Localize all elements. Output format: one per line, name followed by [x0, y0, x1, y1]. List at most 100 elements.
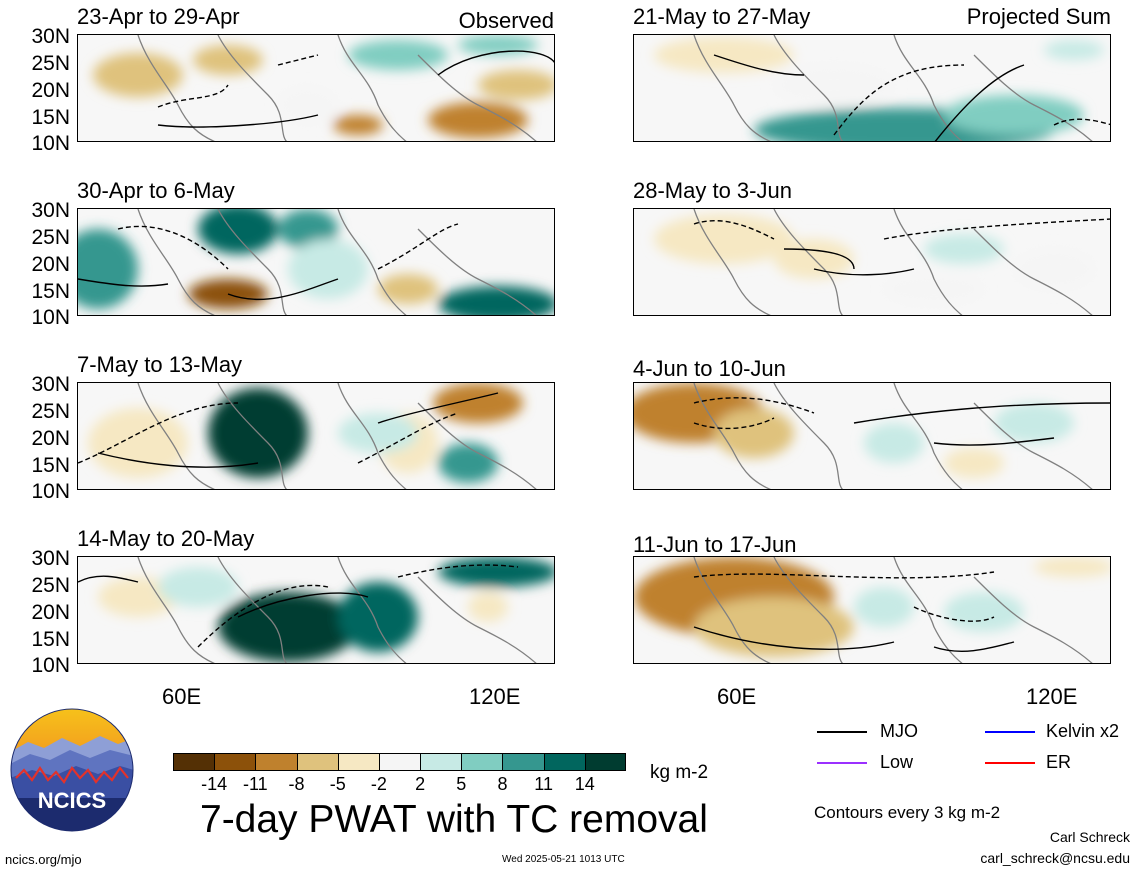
mjo-contour	[157, 84, 229, 108]
mjo-contour	[78, 278, 169, 287]
coastline	[137, 557, 216, 663]
pwat-anomaly-area	[654, 214, 794, 264]
panel-8-title: 11-Jun to 17-Jun	[633, 532, 797, 557]
pwat-anomaly-area	[944, 95, 1084, 135]
lon-label-right-120e: 120E	[1026, 684, 1078, 709]
coastline	[773, 383, 844, 489]
mjo-contour	[377, 223, 459, 270]
mjo-contour	[157, 114, 319, 128]
coastline	[893, 209, 963, 315]
lat-label: 30N	[31, 547, 70, 570]
logo-text: NCICS	[38, 788, 106, 813]
coastline	[693, 557, 772, 663]
mjo-contour	[693, 417, 775, 430]
lat-label: 20N	[31, 601, 70, 624]
lat-label: 15N	[31, 454, 70, 477]
mjo-contour	[227, 278, 339, 301]
coastline	[217, 383, 288, 489]
colorbar-swatch	[214, 753, 256, 771]
author-email: carl_schreck@ncsu.edu	[980, 850, 1130, 866]
coastline	[337, 383, 407, 489]
mjo-contour	[78, 402, 239, 464]
legend-line-low	[817, 762, 867, 764]
coastline	[893, 383, 963, 489]
coastline	[773, 35, 844, 141]
pwat-anomaly-area	[924, 234, 1004, 264]
coastline	[337, 557, 407, 663]
pwat-anomaly-area	[93, 53, 183, 97]
mjo-contour	[813, 268, 915, 276]
colorbar-swatch	[173, 753, 215, 771]
pwat-anomaly-area	[468, 592, 508, 622]
colorbar-tick-label: 8	[497, 774, 508, 794]
panel-7-title: 4-Jun to 10-Jun	[633, 356, 786, 381]
panel-4-title: 14-May to 20-May	[77, 526, 255, 551]
lat-label: 15N	[31, 106, 70, 129]
panel-5-title: 21-May to 27-May	[633, 4, 811, 29]
pwat-field	[654, 209, 1110, 315]
mjo-contour	[357, 412, 459, 464]
colorbar-swatch	[502, 753, 544, 771]
lat-label: 10N	[31, 480, 70, 503]
mjo-contour	[97, 452, 259, 468]
lat-label: 20N	[31, 427, 70, 450]
lat-label: 30N	[31, 373, 70, 396]
colorbar-tick-label: 14	[574, 774, 595, 794]
lon-label-right-60e: 60E	[717, 684, 757, 709]
pwat-field	[78, 557, 554, 663]
mjo-contour	[277, 54, 319, 66]
pwat-anomaly-area	[348, 40, 448, 70]
mjo-contour	[693, 571, 995, 579]
mjo-contour	[913, 606, 995, 622]
lat-label: 25N	[31, 226, 70, 249]
pwat-anomaly-area	[884, 274, 984, 304]
coastline	[217, 557, 288, 663]
mjo-contour	[783, 248, 855, 270]
coastline	[217, 35, 288, 141]
coastline	[137, 383, 216, 489]
panel-6-title: 28-May to 3-Jun	[633, 178, 792, 203]
site-url[interactable]: ncics.org/mjo	[5, 852, 82, 867]
pwat-anomaly-area	[654, 37, 794, 73]
colorbar-tick-label: -8	[288, 774, 305, 794]
map-panel-2	[77, 208, 555, 316]
coastline	[137, 35, 216, 141]
coastline	[417, 402, 537, 489]
pwat-anomaly-area	[378, 274, 438, 304]
coastline	[693, 383, 772, 489]
pwat-anomaly-area	[994, 403, 1074, 443]
lat-label: 30N	[31, 25, 70, 48]
colorbar-swatch	[255, 753, 297, 771]
pwat-anomaly-area	[218, 592, 358, 662]
pwat-field	[654, 35, 1110, 141]
coastline	[137, 209, 216, 315]
pwat-field	[634, 383, 1110, 489]
coastline	[417, 576, 537, 663]
colorbar-units: kg m-2	[650, 762, 709, 783]
lat-label: 20N	[31, 79, 70, 102]
coastline	[973, 54, 1093, 141]
coastline	[337, 35, 407, 141]
colorbar-swatch	[584, 753, 626, 771]
colorbar-frame	[173, 753, 626, 771]
pwat-anomaly-area	[338, 413, 418, 453]
panel-3-title: 7-May to 13-May	[77, 352, 243, 377]
mjo-contour	[693, 626, 895, 650]
mjo-contour	[397, 564, 519, 578]
panel-1-corner-label: Observed	[458, 8, 554, 33]
pwat-anomaly-area	[694, 597, 854, 657]
lat-label: 15N	[31, 280, 70, 303]
mjo-contour	[833, 64, 965, 136]
mjo-contour	[197, 584, 329, 648]
pwat-field	[78, 209, 554, 315]
pwat-anomaly-area	[78, 229, 138, 309]
mjo-contour	[934, 64, 1025, 141]
lon-label-left-120e: 120E	[469, 684, 521, 709]
colorbar-tick-label: -2	[370, 774, 387, 794]
map-panel-3	[77, 382, 555, 490]
lat-label: 10N	[31, 654, 70, 677]
pwat-anomaly-area	[478, 70, 554, 100]
coastline	[973, 402, 1093, 489]
pwat-anomaly-area	[438, 557, 554, 587]
mjo-contour	[117, 225, 229, 270]
